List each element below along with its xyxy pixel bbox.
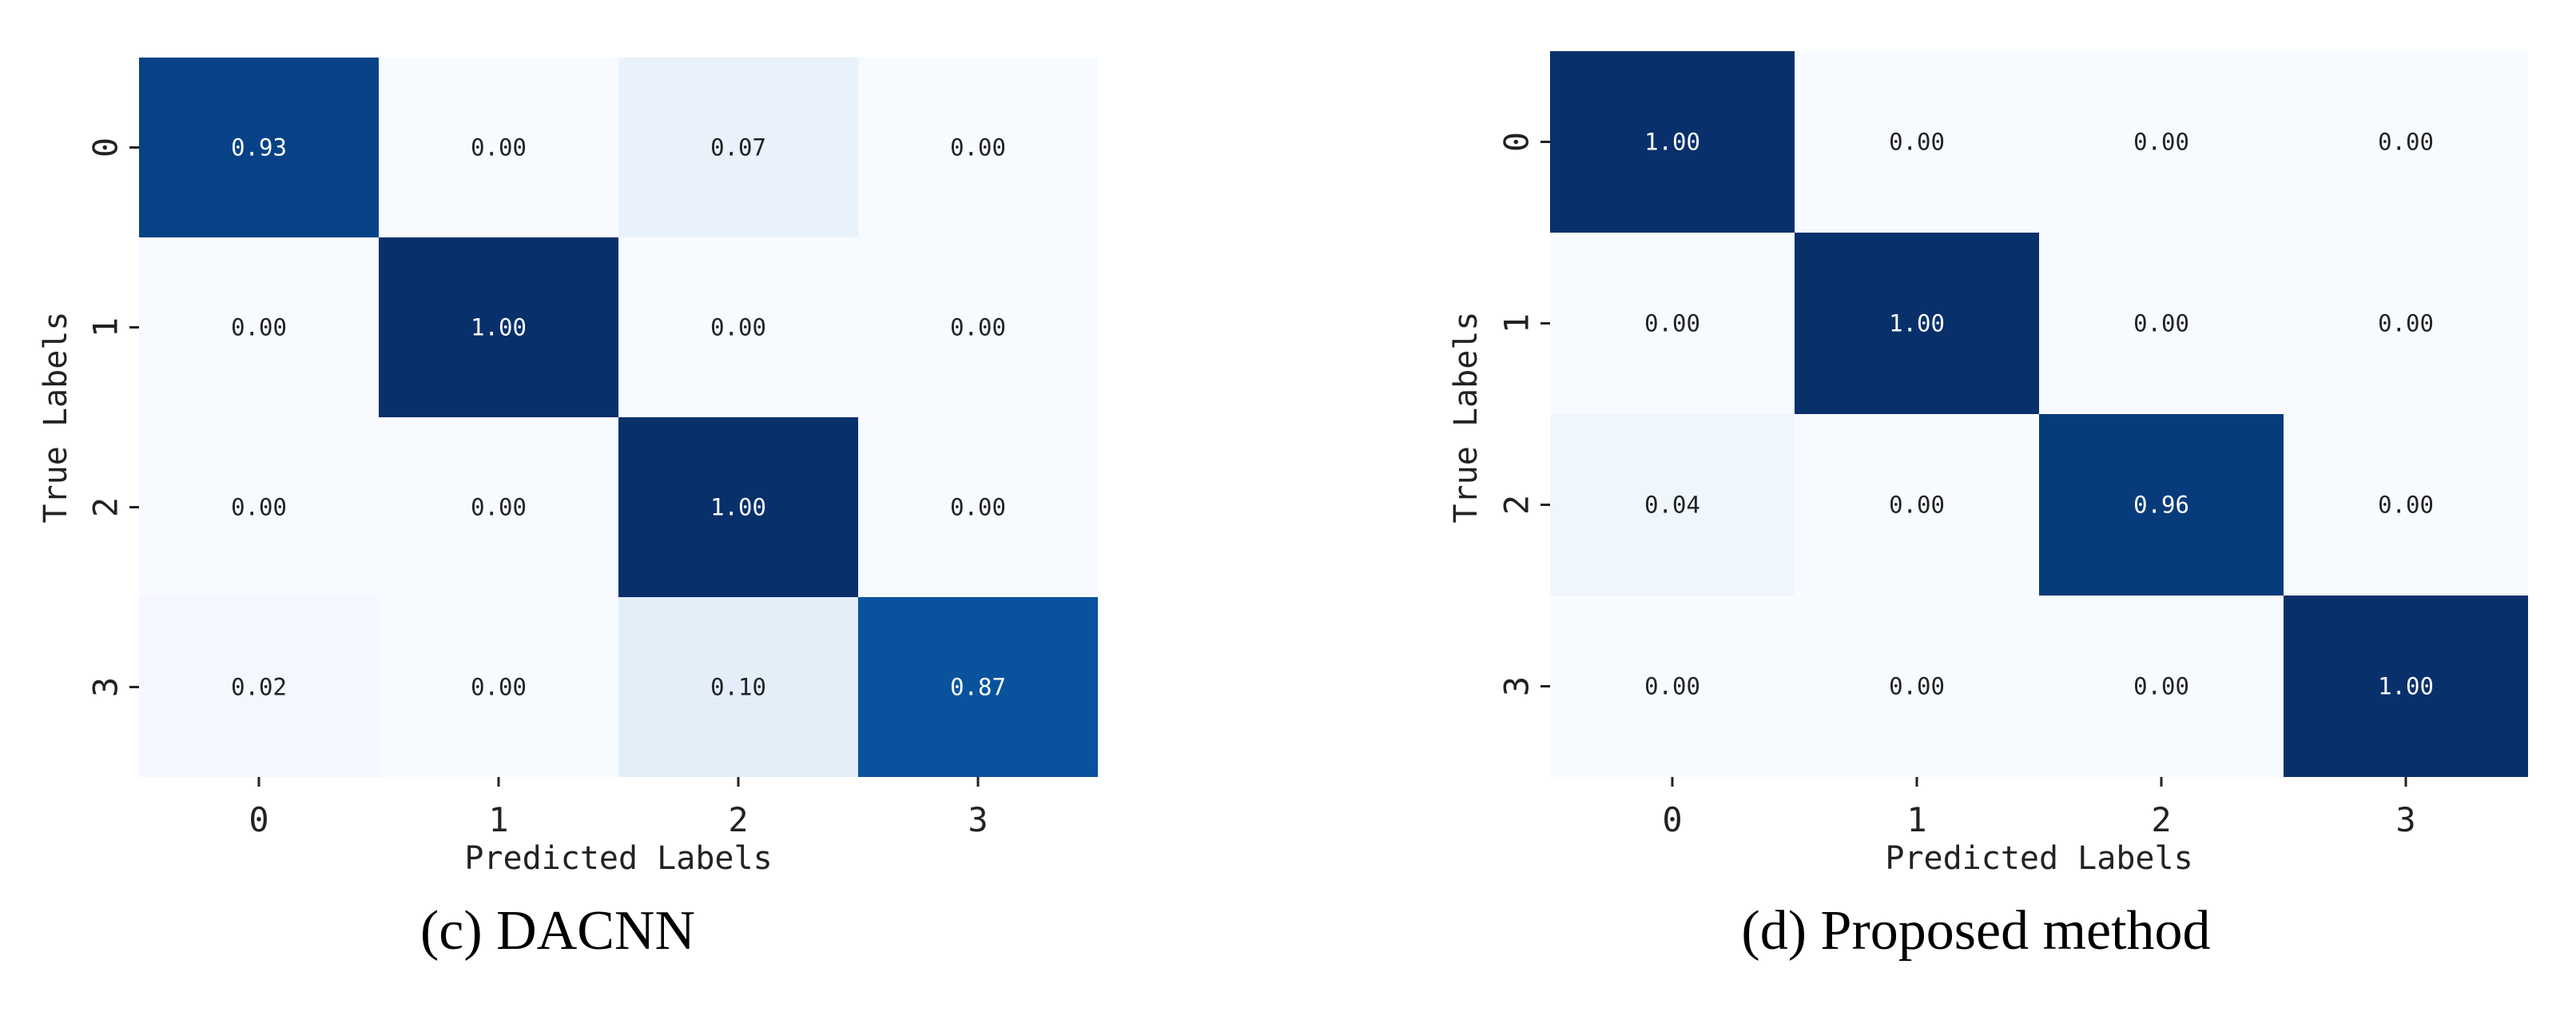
cell-value-label-r2-c0: 0.00: [231, 494, 287, 521]
cell-value-label-r1-c0: 0.00: [231, 314, 287, 341]
x-axis-label: Predicted Labels: [1885, 840, 2192, 877]
y-tick-label-0: 0: [1497, 132, 1536, 152]
heatmap-cell-r1-c3: [858, 237, 1098, 417]
y-tick-label-2: 2: [1497, 495, 1536, 515]
cell-value-label-r1-c1: 1.00: [471, 314, 527, 341]
heatmap-cell-r1-c1: [1795, 233, 2039, 414]
heatmap-cell-r0-c3: [2284, 51, 2528, 233]
heatmap-cell-r2-c2: [618, 417, 858, 597]
heatmap-cell-r3-c0: [1550, 596, 1795, 777]
heatmap-cell-r1-c0: [139, 237, 379, 417]
x-tick-label-3: 3: [968, 800, 988, 839]
cell-value-label-r3-c0: 0.02: [231, 674, 287, 701]
x-tick-label-1: 1: [488, 800, 508, 839]
cell-value-label-r2-c0: 0.04: [1644, 492, 1700, 519]
heatmap-cell-r0-c3: [858, 58, 1098, 237]
cell-value-label-r0-c1: 0.00: [471, 134, 527, 161]
cell-value-label-r1-c3: 0.00: [950, 314, 1006, 341]
heatmap-cell-r0-c0: [1550, 51, 1795, 233]
heatmap-cell-r0-c2: [2039, 51, 2284, 233]
cell-value-label-r3-c1: 0.00: [1889, 673, 1945, 700]
y-axis-label: True Labels: [1448, 312, 1485, 524]
cell-value-label-r0-c0: 1.00: [1644, 129, 1700, 156]
cell-value-label-r2-c3: 0.00: [2378, 492, 2434, 519]
cell-value-label-r3-c2: 0.10: [710, 674, 766, 701]
y-tick-label-3: 3: [1497, 676, 1536, 696]
cell-value-label-r0-c2: 0.00: [2133, 129, 2189, 156]
heatmap-cell-r0-c0: [139, 58, 379, 237]
x-tick-label-3: 3: [2395, 800, 2415, 839]
cell-value-label-r1-c1: 1.00: [1889, 310, 1945, 337]
panel-caption: (c) DACNN: [420, 900, 695, 962]
heatmap-cell-r1-c1: [379, 237, 618, 417]
y-tick-label-2: 2: [86, 497, 125, 517]
cell-value-label-r2-c2: 0.96: [2133, 492, 2189, 519]
heatmap-cell-r2-c1: [379, 417, 618, 597]
cell-value-label-r1-c2: 0.00: [710, 314, 766, 341]
heatmap-cell-r3-c1: [1795, 596, 2039, 777]
cell-value-label-r3-c1: 0.00: [471, 674, 527, 701]
cell-value-label-r0-c2: 0.07: [710, 134, 766, 161]
heatmap-cell-r2-c0: [1550, 414, 1795, 596]
cell-value-label-r2-c3: 0.00: [950, 494, 1006, 521]
y-tick-label-3: 3: [86, 677, 125, 697]
cell-value-label-r0-c3: 0.00: [2378, 129, 2434, 156]
panel-proposed-method: 1.00 0.00 0.00 0.00 0.00 1.00 0.00 0.00 0.04 0.00…: [1448, 51, 2528, 962]
heatmap-cell-r1-c0: [1550, 233, 1795, 414]
y-tick-label-0: 0: [86, 137, 125, 157]
heatmap-cell-r2-c3: [2284, 414, 2528, 596]
heatmap-cell-r1-c2: [618, 237, 858, 417]
heatmap-cell-r1-c2: [2039, 233, 2284, 414]
heatmap-cell-r3-c2: [2039, 596, 2284, 777]
y-tick-label-1: 1: [86, 317, 125, 337]
y-axis-label: True Labels: [38, 312, 74, 524]
cell-value-label-r1-c0: 0.00: [1644, 310, 1700, 337]
cell-value-label-r0-c3: 0.00: [950, 134, 1006, 161]
cell-value-label-r1-c2: 0.00: [2133, 310, 2189, 337]
cell-value-label-r0-c0: 0.93: [231, 134, 287, 161]
heatmap-cell-r2-c0: [139, 417, 379, 597]
y-tick-label-1: 1: [1497, 313, 1536, 333]
heatmap-cell-r2-c3: [858, 417, 1098, 597]
panel-caption: (d) Proposed method: [1741, 900, 2210, 962]
heatmap-cell-r2-c1: [1795, 414, 2039, 596]
cell-value-label-r3-c2: 0.00: [2133, 673, 2189, 700]
cell-value-label-r0-c1: 0.00: [1889, 129, 1945, 156]
cell-value-label-r3-c0: 0.00: [1644, 673, 1700, 700]
heatmap-cell-r2-c2: [2039, 414, 2284, 596]
heatmap-cell-r3-c3: [2284, 596, 2528, 777]
heatmap-cell-r1-c3: [2284, 233, 2528, 414]
cell-value-label-r1-c3: 0.00: [2378, 310, 2434, 337]
cell-value-label-r2-c1: 0.00: [1889, 492, 1945, 519]
x-tick-label-0: 0: [248, 800, 268, 839]
heatmap-cell-r3-c2: [618, 597, 858, 777]
cell-value-label-r3-c3: 1.00: [2378, 673, 2434, 700]
x-tick-label-0: 0: [1662, 800, 1682, 839]
heatmap-cell-r0-c2: [618, 58, 858, 237]
heatmap-cell-r3-c1: [379, 597, 618, 777]
x-tick-label-2: 2: [728, 800, 748, 839]
heatmap-cell-r3-c3: [858, 597, 1098, 777]
cell-value-label-r2-c2: 1.00: [710, 494, 766, 521]
heatmap-cell-r0-c1: [379, 58, 618, 237]
heatmap-cell-r0-c1: [1795, 51, 2039, 233]
cell-value-label-r3-c3: 0.87: [950, 674, 1006, 701]
heatmap-cell-r3-c0: [139, 597, 379, 777]
x-axis-label: Predicted Labels: [464, 840, 772, 877]
cell-value-label-r2-c1: 0.00: [471, 494, 527, 521]
x-tick-label-2: 2: [2151, 800, 2171, 839]
panel-dacnn: 0.93 0.00 0.07 0.00 0.00 1.00 0.00 0.00 0.00 0.00…: [38, 58, 1098, 962]
x-tick-label-1: 1: [1906, 800, 1926, 839]
